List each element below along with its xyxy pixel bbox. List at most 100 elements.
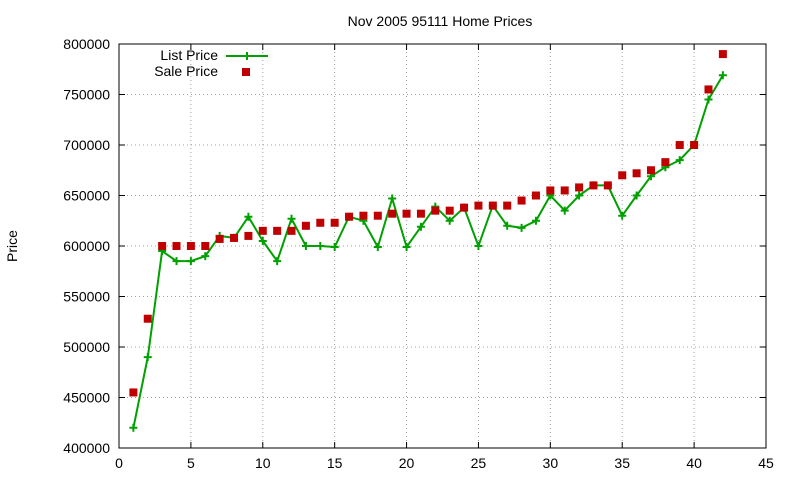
- y-tick-label: 700000: [63, 137, 110, 153]
- data-point: [618, 171, 627, 180]
- data-point: [186, 242, 195, 250]
- data-point: [560, 206, 569, 215]
- chart-title: Nov 2005 95111 Home Prices: [348, 13, 533, 29]
- data-point: [589, 181, 598, 190]
- legend-marker-sale-price: [242, 68, 250, 76]
- data-point: [287, 226, 296, 235]
- data-point: [301, 242, 310, 250]
- data-point: [416, 222, 425, 231]
- series-layer: [129, 50, 727, 432]
- x-axis-tick-labels: 0 5 10 15 20 25 30 35 40 45: [115, 455, 774, 471]
- data-point: [704, 95, 713, 104]
- series-list-price: [129, 71, 727, 432]
- y-axis-label: Price: [4, 230, 20, 262]
- data-point: [273, 226, 282, 235]
- data-point: [503, 201, 512, 210]
- x-tick-label: 30: [543, 455, 559, 471]
- data-point: [646, 166, 655, 175]
- y-tick-label: 650000: [63, 188, 110, 204]
- grid: [119, 44, 766, 448]
- data-point: [445, 206, 454, 215]
- data-point: [632, 169, 641, 178]
- data-point: [359, 211, 368, 220]
- data-point: [172, 242, 181, 250]
- data-point: [201, 252, 210, 261]
- y-tick-label: 500000: [63, 339, 110, 355]
- data-point: [690, 141, 699, 149]
- data-point: [603, 181, 612, 190]
- data-point: [503, 221, 512, 230]
- series-sale-price: [129, 50, 727, 397]
- data-point: [431, 206, 440, 215]
- data-point: [632, 191, 641, 200]
- data-point: [230, 233, 239, 242]
- data-point: [474, 242, 483, 250]
- x-tick-label: 10: [255, 455, 271, 471]
- data-point: [531, 216, 540, 225]
- data-point: [330, 218, 339, 227]
- data-point: [675, 141, 684, 149]
- y-tick-label: 600000: [63, 238, 110, 254]
- data-point: [129, 423, 138, 432]
- data-point: [718, 50, 727, 59]
- data-point: [273, 257, 282, 266]
- y-tick-label: 550000: [63, 289, 110, 305]
- data-point: [560, 186, 569, 195]
- data-point: [388, 209, 397, 218]
- data-point: [402, 243, 411, 252]
- legend-label-list-price: List Price: [160, 47, 218, 63]
- y-tick-label: 800000: [63, 36, 110, 52]
- legend-marker-list-price: [243, 52, 251, 60]
- x-tick-label: 5: [187, 455, 195, 471]
- data-point: [388, 194, 397, 203]
- x-tick-label: 15: [327, 455, 343, 471]
- data-point: [129, 388, 138, 397]
- legend: List Price Sale Price: [154, 47, 268, 79]
- y-tick-label: 450000: [63, 390, 110, 406]
- data-point: [158, 242, 167, 250]
- data-point: [445, 216, 454, 225]
- data-point: [546, 186, 555, 195]
- data-point: [201, 242, 210, 250]
- data-point: [143, 314, 152, 323]
- data-point: [373, 211, 382, 220]
- data-point: [287, 214, 296, 223]
- data-point: [258, 236, 267, 245]
- data-point: [416, 209, 425, 218]
- data-point: [488, 201, 497, 210]
- data-point: [186, 257, 195, 266]
- data-point: [618, 211, 627, 220]
- data-point: [474, 201, 483, 210]
- data-point: [661, 158, 670, 167]
- x-tick-label: 40: [686, 455, 702, 471]
- data-point: [143, 353, 152, 362]
- data-point: [531, 191, 540, 200]
- data-point: [244, 212, 253, 221]
- y-axis-tick-labels: 400000 450000 500000 550000 600000 650000 7000…: [63, 36, 110, 456]
- x-tick-label: 45: [758, 455, 774, 471]
- data-point: [345, 212, 354, 221]
- data-point: [244, 231, 253, 240]
- data-point: [460, 203, 469, 212]
- data-point: [718, 71, 727, 80]
- y-tick-label: 750000: [63, 87, 110, 103]
- data-point: [575, 191, 584, 200]
- series-line-list-price: [132, 74, 724, 428]
- plot-frame: [118, 43, 767, 449]
- data-point: [215, 234, 224, 243]
- data-point: [675, 156, 684, 165]
- data-point: [373, 243, 382, 252]
- data-point: [301, 221, 310, 230]
- x-tick-label: 0: [115, 455, 123, 471]
- x-tick-label: 20: [399, 455, 415, 471]
- y-tick-label: 400000: [63, 440, 110, 456]
- data-point: [258, 226, 267, 235]
- data-point: [330, 243, 339, 252]
- data-point: [517, 196, 526, 205]
- x-tick-label: 35: [614, 455, 630, 471]
- legend-label-sale-price: Sale Price: [154, 63, 218, 79]
- data-point: [402, 209, 411, 218]
- data-point: [575, 183, 584, 192]
- data-point: [316, 218, 325, 227]
